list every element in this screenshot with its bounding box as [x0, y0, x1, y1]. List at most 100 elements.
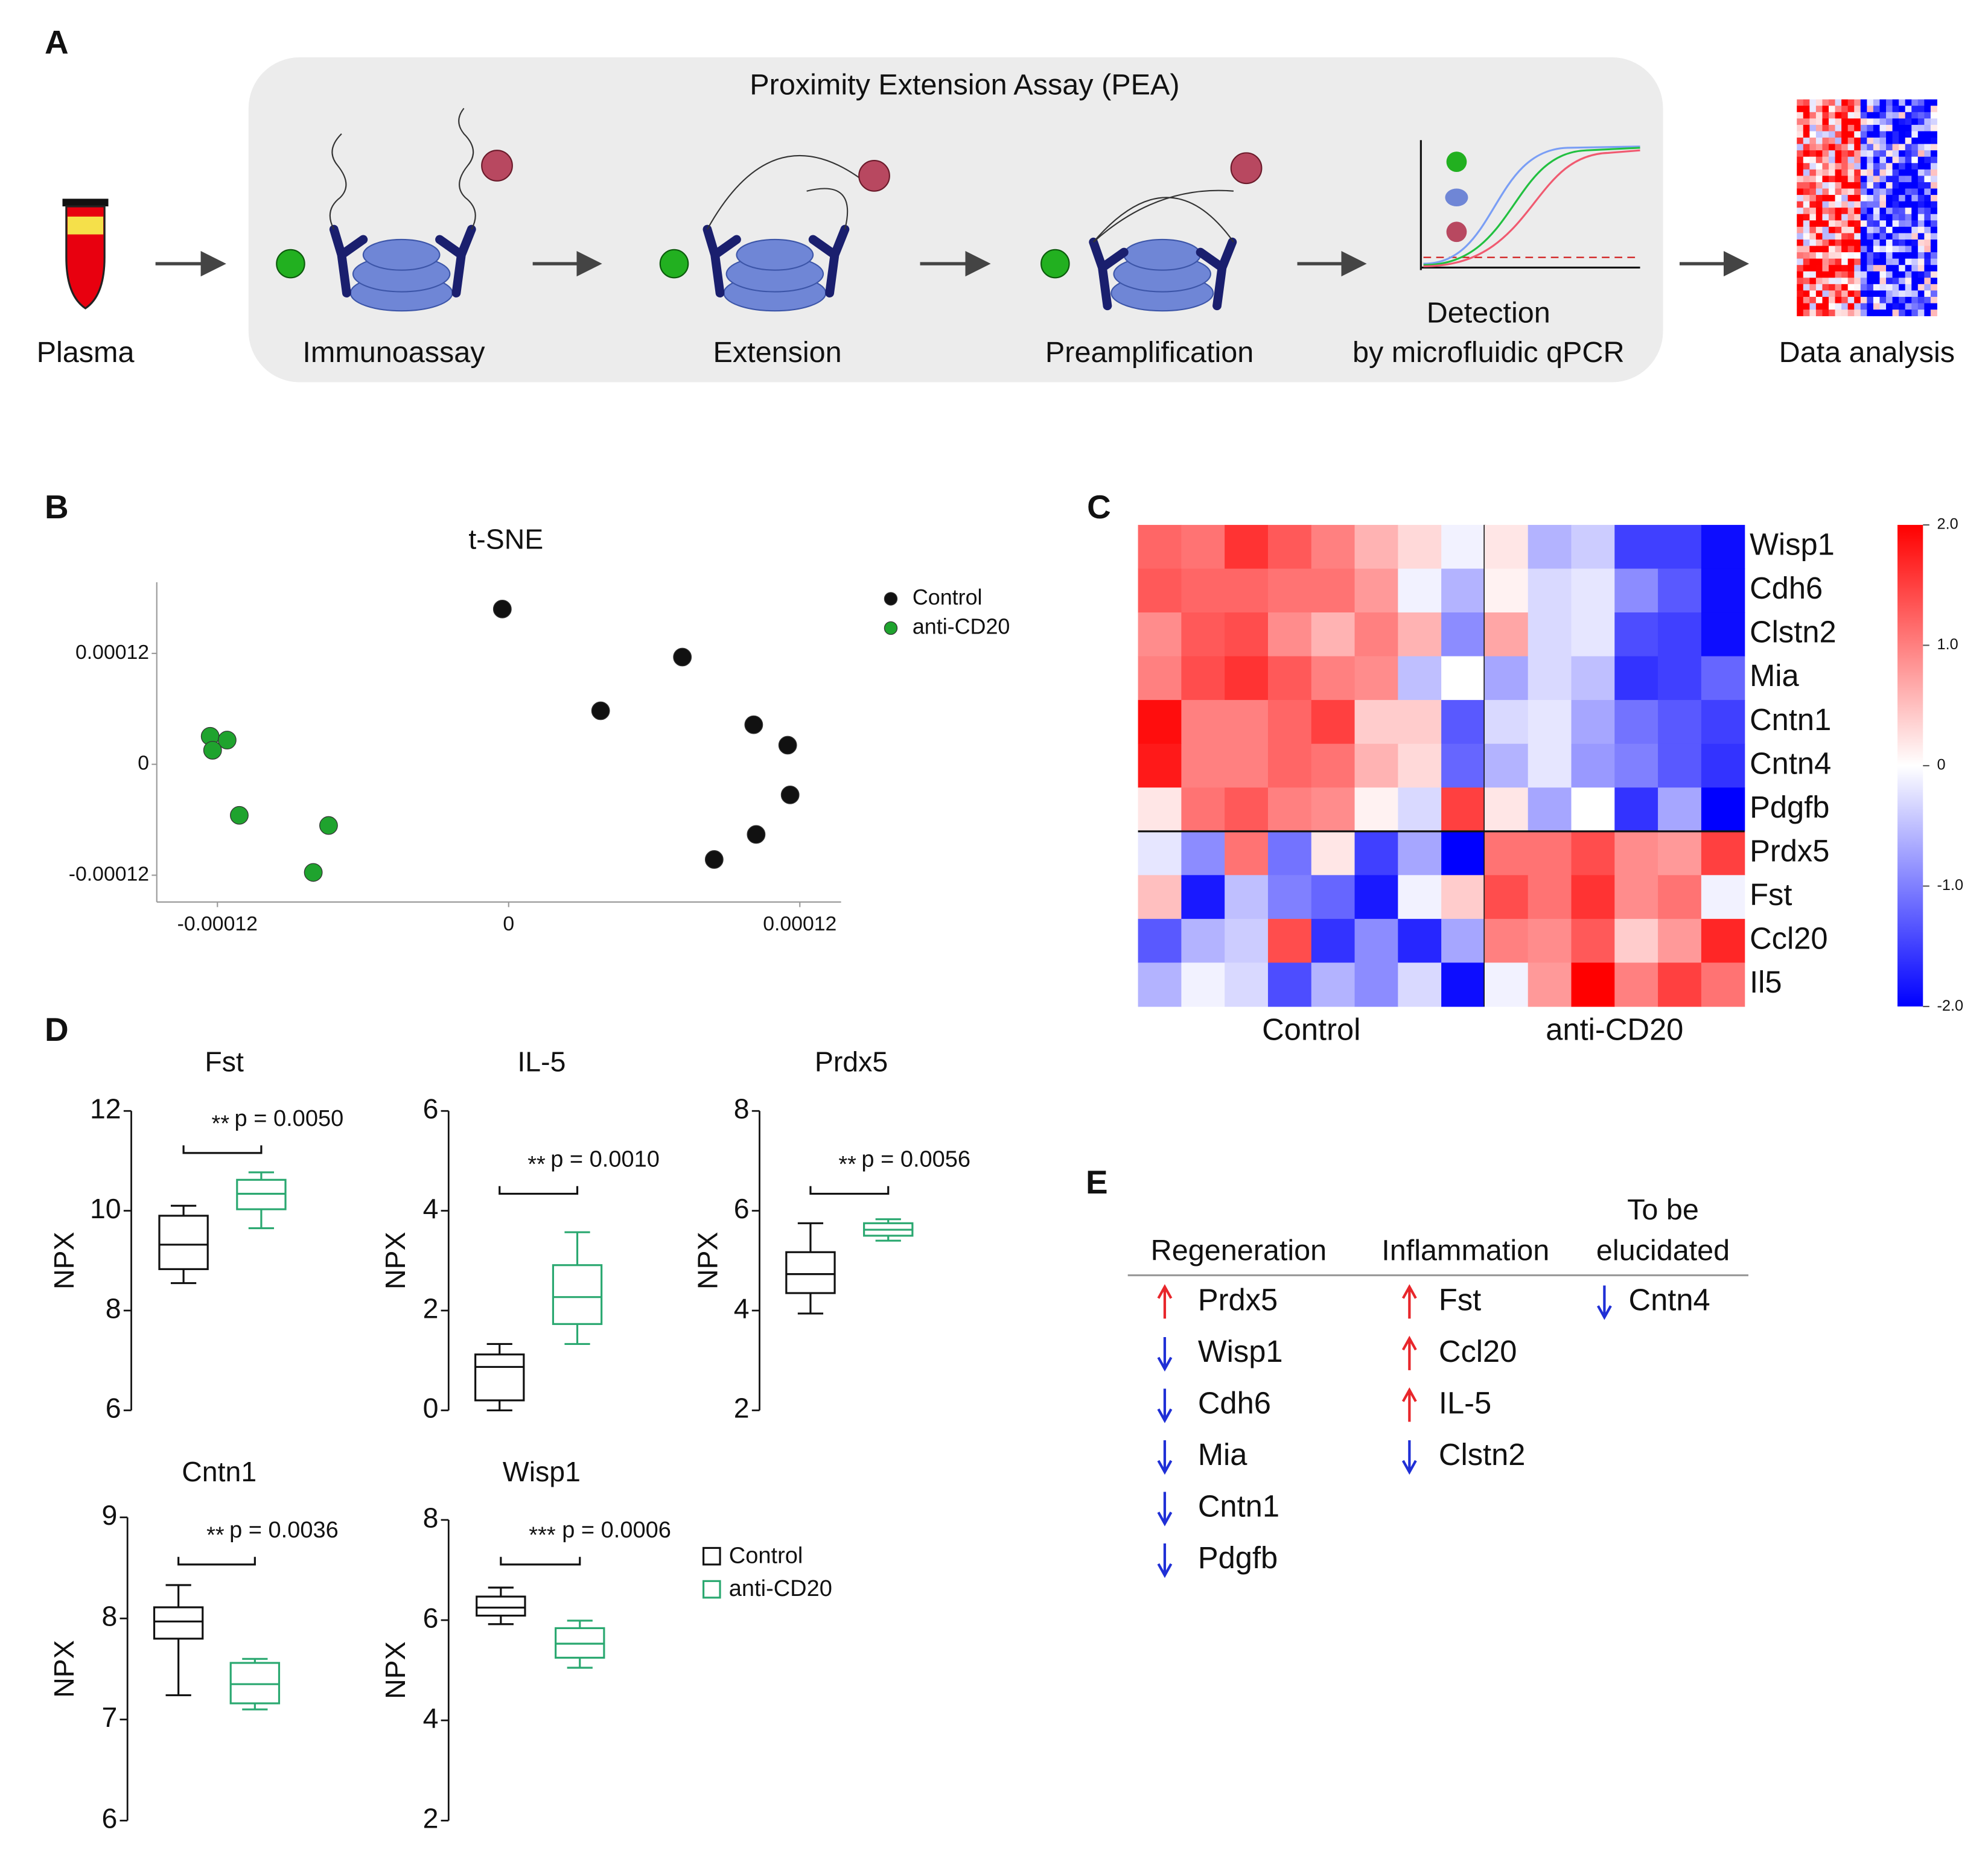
- thumbnail-cell: [1860, 188, 1867, 195]
- chart-title: Wisp1: [503, 1456, 581, 1487]
- heatmap-cell: [1701, 700, 1745, 745]
- thumbnail-cell: [1930, 156, 1937, 164]
- heatmap-cell: [1267, 875, 1312, 920]
- thumbnail-cell: [1803, 182, 1810, 189]
- thumbnail-cell: [1803, 124, 1810, 132]
- heatmap-cell: [1658, 875, 1702, 920]
- thumbnail-cell: [1835, 169, 1842, 176]
- thumbnail-cell: [1873, 150, 1880, 157]
- thumbnail-cell: [1797, 303, 1804, 310]
- thumbnail-cell: [1797, 246, 1804, 253]
- thumbnail-cell: [1829, 265, 1835, 272]
- thumbnail-cell: [1841, 208, 1849, 215]
- heatmap-cell: [1484, 612, 1529, 657]
- thumbnail-cell: [1815, 239, 1823, 246]
- heatmap-cell: [1484, 656, 1529, 701]
- thumbnail-cell: [1860, 195, 1867, 202]
- thumbnail-cell: [1905, 176, 1912, 183]
- y-tick-label: 2: [423, 1292, 439, 1324]
- thumbnail-cell: [1867, 226, 1874, 234]
- thumbnail-cell: [1879, 131, 1887, 138]
- thumbnail-cell: [1815, 156, 1823, 164]
- thumbnail-cell: [1822, 169, 1829, 176]
- thumbnail-cell: [1917, 290, 1925, 297]
- thumbnail-cell: [1847, 303, 1855, 310]
- thumbnail-cell: [1803, 131, 1810, 138]
- thumbnail-cell: [1829, 271, 1835, 278]
- thumbnail-cell: [1822, 112, 1829, 119]
- thumbnail-cell: [1899, 106, 1906, 113]
- thumbnail-cell: [1860, 124, 1867, 132]
- thumbnail-cell: [1873, 169, 1880, 176]
- thumbnail-cell: [1930, 220, 1937, 227]
- thumbnail-cell: [1873, 271, 1880, 278]
- thumbnail-cell: [1797, 208, 1804, 215]
- thumbnail-cell: [1879, 233, 1887, 240]
- thumbnail-cell: [1860, 258, 1867, 265]
- thumbnail-cell: [1917, 188, 1925, 195]
- thumbnail-cell: [1930, 106, 1937, 113]
- thumbnail-cell: [1797, 176, 1804, 183]
- box: [476, 1595, 526, 1617]
- p-value: p = 0.0036: [229, 1518, 339, 1543]
- thumbnail-cell: [1860, 265, 1867, 272]
- thumbnail-cell: [1841, 220, 1849, 227]
- thumbnail-cell: [1815, 220, 1823, 227]
- heatmap-cell: [1225, 875, 1269, 920]
- thumbnail-cell: [1917, 271, 1925, 278]
- thumbnail-cell: [1899, 226, 1906, 234]
- significance-stars: **: [838, 1152, 856, 1177]
- thumbnail-cell: [1873, 138, 1880, 145]
- heatmap-cell: [1441, 612, 1485, 657]
- heatmap-cell: [1701, 962, 1745, 1007]
- thumbnail-cell: [1841, 233, 1849, 240]
- thumbnail-cell: [1854, 208, 1861, 215]
- thumbnail-cell: [1829, 176, 1835, 183]
- thumbnail-cell: [1860, 112, 1867, 119]
- thumbnail-cell: [1815, 246, 1823, 253]
- thumbnail-cell: [1879, 118, 1887, 126]
- heatmap-cell: [1441, 656, 1485, 701]
- heatmap-cell: [1398, 962, 1442, 1007]
- thumbnail-cell: [1899, 112, 1906, 119]
- thumbnail-cell: [1873, 252, 1880, 259]
- thumbnail-cell: [1829, 290, 1835, 297]
- y-tick-label: 6: [423, 1602, 439, 1633]
- thumbnail-cell: [1911, 220, 1919, 227]
- thumbnail-cell: [1873, 214, 1880, 221]
- thumbnail-cell: [1847, 271, 1855, 278]
- heatmap-cell: [1658, 524, 1702, 570]
- thumbnail-cell: [1867, 252, 1874, 259]
- thumbnail-cell: [1930, 303, 1937, 310]
- thumbnail-cell: [1905, 163, 1912, 170]
- thumbnail-cell: [1797, 201, 1804, 208]
- point: [230, 806, 249, 825]
- thumbnail-cell: [1835, 278, 1842, 285]
- heatmap-cell: [1181, 700, 1225, 745]
- thumbnail-cell: [1917, 176, 1925, 183]
- thumbnail-cell: [1886, 106, 1893, 113]
- thumbnail-cell: [1841, 303, 1849, 310]
- thumbnail-cell: [1835, 252, 1842, 259]
- thumbnail-cell: [1822, 188, 1829, 195]
- thumbnail-cell: [1873, 176, 1880, 183]
- thumbnail-cell: [1886, 233, 1893, 240]
- thumbnail-cell: [1892, 220, 1899, 227]
- table-header: To be: [1627, 1193, 1699, 1226]
- thumbnail-cell: [1854, 156, 1861, 164]
- table-header: Regeneration: [1151, 1234, 1327, 1266]
- heatmap-cell: [1398, 787, 1442, 832]
- thumbnail-cell: [1829, 156, 1835, 164]
- row-label: Il5: [1750, 965, 1782, 999]
- thumbnail-cell: [1835, 106, 1842, 113]
- thumbnail-cell: [1924, 246, 1931, 253]
- box: [158, 1215, 209, 1270]
- thumbnail-cell: [1835, 195, 1842, 202]
- thumbnail-cell: [1892, 310, 1899, 317]
- thumbnail-cell: [1924, 208, 1931, 215]
- thumbnail-cell: [1917, 252, 1925, 259]
- direction-arrow: [1157, 1492, 1173, 1527]
- thumbnail-cell: [1854, 99, 1861, 106]
- thumbnail-cell: [1911, 131, 1919, 138]
